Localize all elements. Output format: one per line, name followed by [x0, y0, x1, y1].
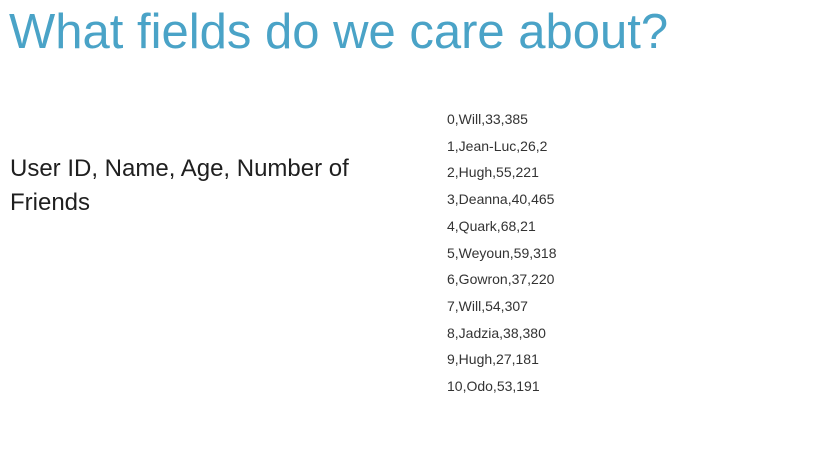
record-line: 5,Weyoun,59,318: [447, 244, 557, 261]
record-line: 9,Hugh,27,181: [447, 351, 539, 368]
record-line: 3,Deanna,40,465: [447, 191, 555, 208]
slide-title: What fields do we care about?: [9, 5, 669, 59]
record-line: 1,Jean-Luc,26,2: [447, 137, 548, 154]
record-line: 8,Jadzia,38,380: [447, 324, 546, 341]
record-line: 10,Odo,53,191: [447, 378, 540, 395]
field-description: User ID, Name, Age, Number of Friends: [10, 155, 349, 216]
record-line: 4,Quark,68,21: [447, 217, 536, 234]
record-line: 7,Will,54,307: [447, 297, 528, 314]
sample-records-list: 0,Will,33,385 1,Jean-Luc,26,2 2,Hugh,55,…: [447, 106, 557, 400]
record-line: 0,Will,33,385: [447, 111, 528, 127]
record-line: 2,Hugh,55,221: [447, 164, 539, 181]
record-line: 6,Gowron,37,220: [447, 271, 555, 288]
